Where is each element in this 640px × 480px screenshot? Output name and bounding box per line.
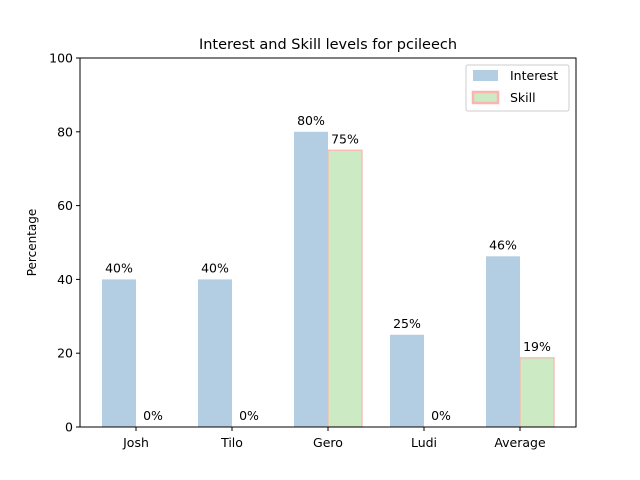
bar-interest-gero bbox=[294, 131, 328, 428]
y-axis-label: Percentage bbox=[25, 209, 39, 277]
y-tick-label: 80 bbox=[57, 124, 73, 139]
legend-label-skill: Skill bbox=[510, 90, 536, 105]
data-label-interest-gero: 80% bbox=[297, 113, 325, 128]
bar-interest-josh bbox=[102, 279, 136, 427]
bar-skill-gero bbox=[327, 149, 363, 428]
legend-swatch-interest bbox=[473, 70, 498, 81]
data-label-skill-gero: 75% bbox=[331, 131, 359, 146]
y-axis: 0 20 40 60 80 100 bbox=[49, 51, 80, 435]
bars-group bbox=[102, 131, 555, 428]
data-label-interest-josh: 40% bbox=[105, 260, 133, 275]
data-label-interest-ludi: 25% bbox=[393, 316, 421, 331]
x-tick-label-gero: Gero bbox=[313, 435, 343, 450]
y-tick-label: 20 bbox=[57, 346, 73, 361]
legend-label-interest: Interest bbox=[510, 68, 558, 83]
chart-title: Interest and Skill levels for pcileech bbox=[199, 37, 457, 53]
data-label-skill-average: 19% bbox=[523, 339, 551, 354]
data-label-skill-josh: 0% bbox=[143, 408, 163, 423]
x-axis: Josh Tilo Gero Ludi Average bbox=[122, 427, 546, 450]
x-tick-label-average: Average bbox=[494, 435, 546, 450]
y-tick-label: 100 bbox=[49, 51, 73, 66]
data-label-interest-tilo: 40% bbox=[201, 260, 229, 275]
bar-interest-ludi bbox=[390, 334, 424, 427]
legend: Interest Skill bbox=[465, 64, 570, 112]
data-label-skill-ludi: 0% bbox=[431, 408, 451, 423]
bar-interest-tilo bbox=[198, 279, 232, 427]
x-tick-label-josh: Josh bbox=[122, 435, 149, 450]
x-tick-label-tilo: Tilo bbox=[220, 435, 243, 450]
bar-skill-average bbox=[519, 357, 555, 428]
bar-interest-average bbox=[486, 256, 520, 427]
x-tick-label-ludi: Ludi bbox=[411, 435, 437, 450]
y-tick-label: 40 bbox=[57, 272, 73, 287]
data-label-skill-tilo: 0% bbox=[239, 408, 259, 423]
y-tick-label: 60 bbox=[57, 198, 73, 213]
bar-labels-group: 40% 0% 40% 0% 80% 75% 25% 0% 46% 19% bbox=[105, 113, 551, 423]
y-tick-label: 0 bbox=[65, 420, 73, 435]
legend-swatch-skill bbox=[471, 90, 500, 105]
data-label-interest-average: 46% bbox=[489, 237, 517, 252]
